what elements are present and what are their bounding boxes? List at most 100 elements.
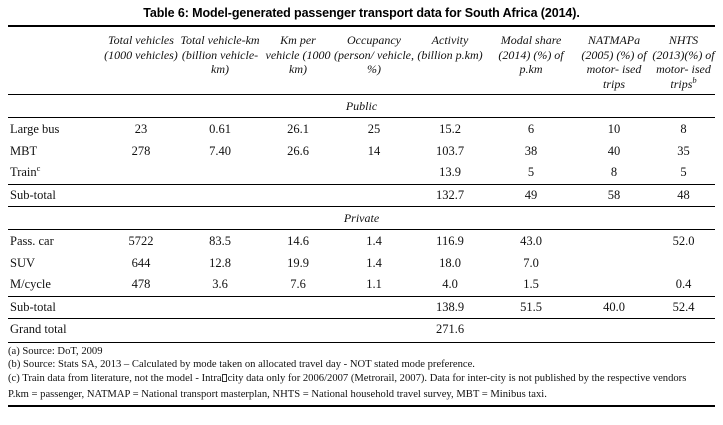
footnote-c: (c) Train data from literature, not the … xyxy=(8,372,715,386)
table-row: Large bus 23 0.61 26.1 25 15.2 6 10 8 xyxy=(8,119,715,141)
header-cell-modal-share: Modal share (2014) (%) of p.km xyxy=(498,33,564,77)
cell-value xyxy=(652,253,715,275)
cell-value: 23 xyxy=(134,122,148,137)
missing-glyph-icon xyxy=(222,374,228,383)
table-header-row: Total vehicles (1000 vehicles) Total veh… xyxy=(8,29,715,95)
cell-value xyxy=(334,318,414,341)
section-label-row-public: Public xyxy=(8,96,715,118)
row-label-train-text: Train xyxy=(10,165,37,180)
cell-value xyxy=(104,183,178,207)
cell-value: 52.0 xyxy=(672,234,695,249)
cell-value xyxy=(334,183,414,207)
cell-value xyxy=(178,162,262,184)
cell-value: 5 xyxy=(527,165,535,180)
row-label-suv: SUV xyxy=(10,255,36,270)
public-section-rule xyxy=(8,117,715,120)
cell-value: 83.5 xyxy=(209,234,231,249)
cell-value: 8 xyxy=(610,165,618,180)
row-label-sub-total: Sub-total xyxy=(8,295,104,319)
transport-data-table: Total vehicles (1000 vehicles) Total veh… xyxy=(8,25,715,341)
table-top-rule xyxy=(8,25,715,29)
cell-value xyxy=(576,253,652,275)
table-row-grand-total: Grand total 271.6 xyxy=(8,318,715,341)
cell-value: 43.0 xyxy=(520,234,542,249)
footnote-marker-b: b xyxy=(692,74,697,85)
cell-value: 14.6 xyxy=(287,234,309,249)
cell-value xyxy=(262,162,334,184)
header-cell-natmap: NATMAPa (2005) (%) of motor- ised trips xyxy=(581,33,647,91)
table-row: Trainc 13.9 5 8 5 xyxy=(8,162,715,184)
cell-value xyxy=(334,162,414,184)
footnote-c-part2: city data only for 2006/2007 (Metrorail,… xyxy=(227,373,687,385)
cell-value xyxy=(334,295,414,319)
header-cell-km-per-vehicle: Km per vehicle (1000 km) xyxy=(265,33,331,77)
private-section-rule xyxy=(8,229,715,232)
cell-value xyxy=(576,231,652,253)
row-label-sub-total: Sub-total xyxy=(8,183,104,207)
footnote-legend: P.km = passenger, NATMAP = National tran… xyxy=(8,389,547,401)
cell-value xyxy=(576,274,652,296)
cell-value: 5722 xyxy=(128,234,154,249)
cell-value: 51.5 xyxy=(486,295,576,319)
cell-value: 10 xyxy=(607,122,621,137)
cell-value: 3.6 xyxy=(212,277,228,292)
cell-value: 0.61 xyxy=(209,122,231,137)
cell-value: 4.0 xyxy=(442,277,458,292)
cell-value: 35 xyxy=(677,143,690,158)
cell-value: 7.40 xyxy=(209,143,231,158)
row-label-train: Trainc xyxy=(8,162,104,184)
cell-value: 26.1 xyxy=(287,122,309,137)
cell-value: 7.6 xyxy=(290,277,306,292)
table-row: SUV 644 12.8 19.9 1.4 18.0 7.0 xyxy=(8,253,715,275)
cell-value: 48 xyxy=(652,183,715,207)
cell-value xyxy=(178,318,262,341)
cell-value: 8 xyxy=(680,122,687,137)
row-label-grand-total: Grand total xyxy=(8,318,104,341)
table-row-subtotal-private: Sub-total 138.9 51.5 40.0 52.4 xyxy=(8,295,715,319)
cell-value xyxy=(262,295,334,319)
cell-value: 1.4 xyxy=(366,255,382,270)
cell-value: 26.6 xyxy=(287,143,309,158)
cell-value: 6 xyxy=(527,122,535,137)
cell-value: 52.4 xyxy=(652,295,715,319)
cell-value: 103.7 xyxy=(435,143,465,158)
cell-value: 1.4 xyxy=(366,234,382,249)
cell-value: 278 xyxy=(131,143,151,158)
table-row: MBT 278 7.40 26.6 14 103.7 38 40 35 xyxy=(8,141,715,163)
header-cell-blank xyxy=(8,29,104,95)
table-footnotes: (a) Source: DoT, 2009 (b) Source: Stats … xyxy=(8,341,715,402)
header-nhts-text: NHTS (2013)(%) of motor- ised trips xyxy=(652,33,715,91)
cell-value xyxy=(104,162,178,184)
row-label-mcycle: M/cycle xyxy=(10,277,51,292)
header-cell-total-vehicle-km: Total vehicle-km (billion vehicle-km) xyxy=(180,33,260,77)
cell-value xyxy=(652,318,715,341)
cell-value xyxy=(178,295,262,319)
header-cell-occupancy: Occupancy (person/ vehicle, %) xyxy=(334,33,414,77)
footnote-b: (b) Source: Stats SA, 2013 – Calculated … xyxy=(8,359,475,371)
header-cell-activity: Activity (billion p.km) xyxy=(417,33,483,62)
cell-value: 0.4 xyxy=(675,277,692,292)
cell-value: 38 xyxy=(524,143,538,158)
row-label-pass-car: Pass. car xyxy=(10,234,54,249)
row-label-large-bus: Large bus xyxy=(10,122,60,137)
cell-value: 271.6 xyxy=(414,318,486,341)
section-label-private: Private xyxy=(343,211,380,226)
footnote-marker-c: c xyxy=(36,163,41,174)
cell-value: 40.0 xyxy=(576,295,652,319)
cell-value: 19.9 xyxy=(287,255,309,270)
cell-value: 49 xyxy=(486,183,576,207)
table-bottom-rule xyxy=(8,404,715,407)
footnote-c-part1: (c) Train data from literature, not the … xyxy=(8,373,222,385)
table-row: M/cycle 478 3.6 7.6 1.1 4.0 1.5 0.4 xyxy=(8,274,715,296)
footnote-a: (a) Source: DoT, 2009 xyxy=(8,345,103,357)
table-row-subtotal-public: Sub-total 132.7 49 58 48 xyxy=(8,183,715,207)
cell-value xyxy=(178,183,262,207)
row-label-mbt: MBT xyxy=(10,143,38,158)
header-cell-nhts: NHTS (2013)(%) of motor- ised tripsb xyxy=(652,29,715,95)
page-title: Table 6: Model-generated passenger trans… xyxy=(143,6,580,20)
cell-value: 15.2 xyxy=(439,122,461,137)
cell-value: 40 xyxy=(607,143,621,158)
cell-value: 7.0 xyxy=(523,255,539,270)
header-bottom-rule xyxy=(8,94,715,97)
cell-value xyxy=(486,318,576,341)
